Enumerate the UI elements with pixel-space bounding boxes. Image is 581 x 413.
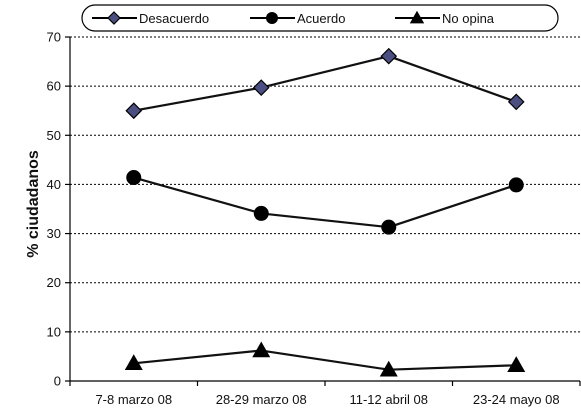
- x-tick-label: 23-24 mayo 08: [473, 392, 560, 407]
- series-line: [133, 176, 517, 229]
- legend-label: Acuerdo: [297, 11, 345, 26]
- data-point-diamond: [125, 102, 143, 120]
- series-desacuerdo: [125, 47, 525, 120]
- x-tick-label: 28-29 marzo 08: [216, 392, 307, 407]
- y-tick-label: 10: [47, 324, 61, 339]
- y-axis-title: % ciudadanos: [25, 150, 42, 258]
- data-point-triangle: [379, 360, 398, 377]
- axes: [69, 37, 580, 382]
- data-point-circle: [508, 177, 524, 193]
- data-point-triangle: [409, 10, 425, 24]
- series-acuerdo: [126, 170, 524, 235]
- y-tick-label: 30: [47, 226, 61, 241]
- series-no-opina: [124, 341, 526, 377]
- y-tick-label: 50: [47, 128, 61, 143]
- legend-label: Desacuerdo: [139, 11, 209, 26]
- legend-item: Acuerdo: [250, 11, 345, 26]
- y-ticks: 0 10 20 30 40 50 60 70: [47, 30, 70, 389]
- series-line: [133, 349, 517, 371]
- legend-frame: [81, 4, 559, 32]
- series-group: [124, 47, 526, 377]
- y-tick-label: 0: [54, 374, 61, 389]
- legend-item: No opina: [395, 10, 495, 26]
- x-tick-label: 7-8 marzo 08: [95, 392, 172, 407]
- data-point-circle: [266, 12, 278, 24]
- data-point-diamond: [507, 93, 525, 111]
- legend-label: No opina: [442, 11, 495, 26]
- y-tick-label: 40: [47, 177, 61, 192]
- y-tick-label: 20: [47, 275, 61, 290]
- x-ticks: 7-8 marzo 08 28-29 marzo 08 11-12 abril 08…: [69, 381, 581, 407]
- data-point-triangle: [124, 354, 143, 371]
- grid: [70, 36, 580, 333]
- legend-item: Desacuerdo: [92, 11, 209, 26]
- legend: Desacuerdo Acuerdo No opina: [81, 4, 559, 32]
- data-point-triangle: [252, 341, 271, 358]
- data-point-triangle: [507, 356, 526, 373]
- y-tick-label: 60: [47, 79, 61, 94]
- data-point-diamond: [252, 79, 270, 96]
- data-point-circle: [381, 219, 397, 235]
- x-tick-label: 11-12 abril 08: [349, 392, 428, 407]
- series-line: [133, 55, 517, 112]
- data-point-circle: [253, 205, 269, 221]
- y-tick-label: 70: [47, 30, 61, 45]
- data-point-diamond: [107, 11, 121, 25]
- data-point-diamond: [380, 47, 398, 65]
- data-point-circle: [126, 170, 142, 186]
